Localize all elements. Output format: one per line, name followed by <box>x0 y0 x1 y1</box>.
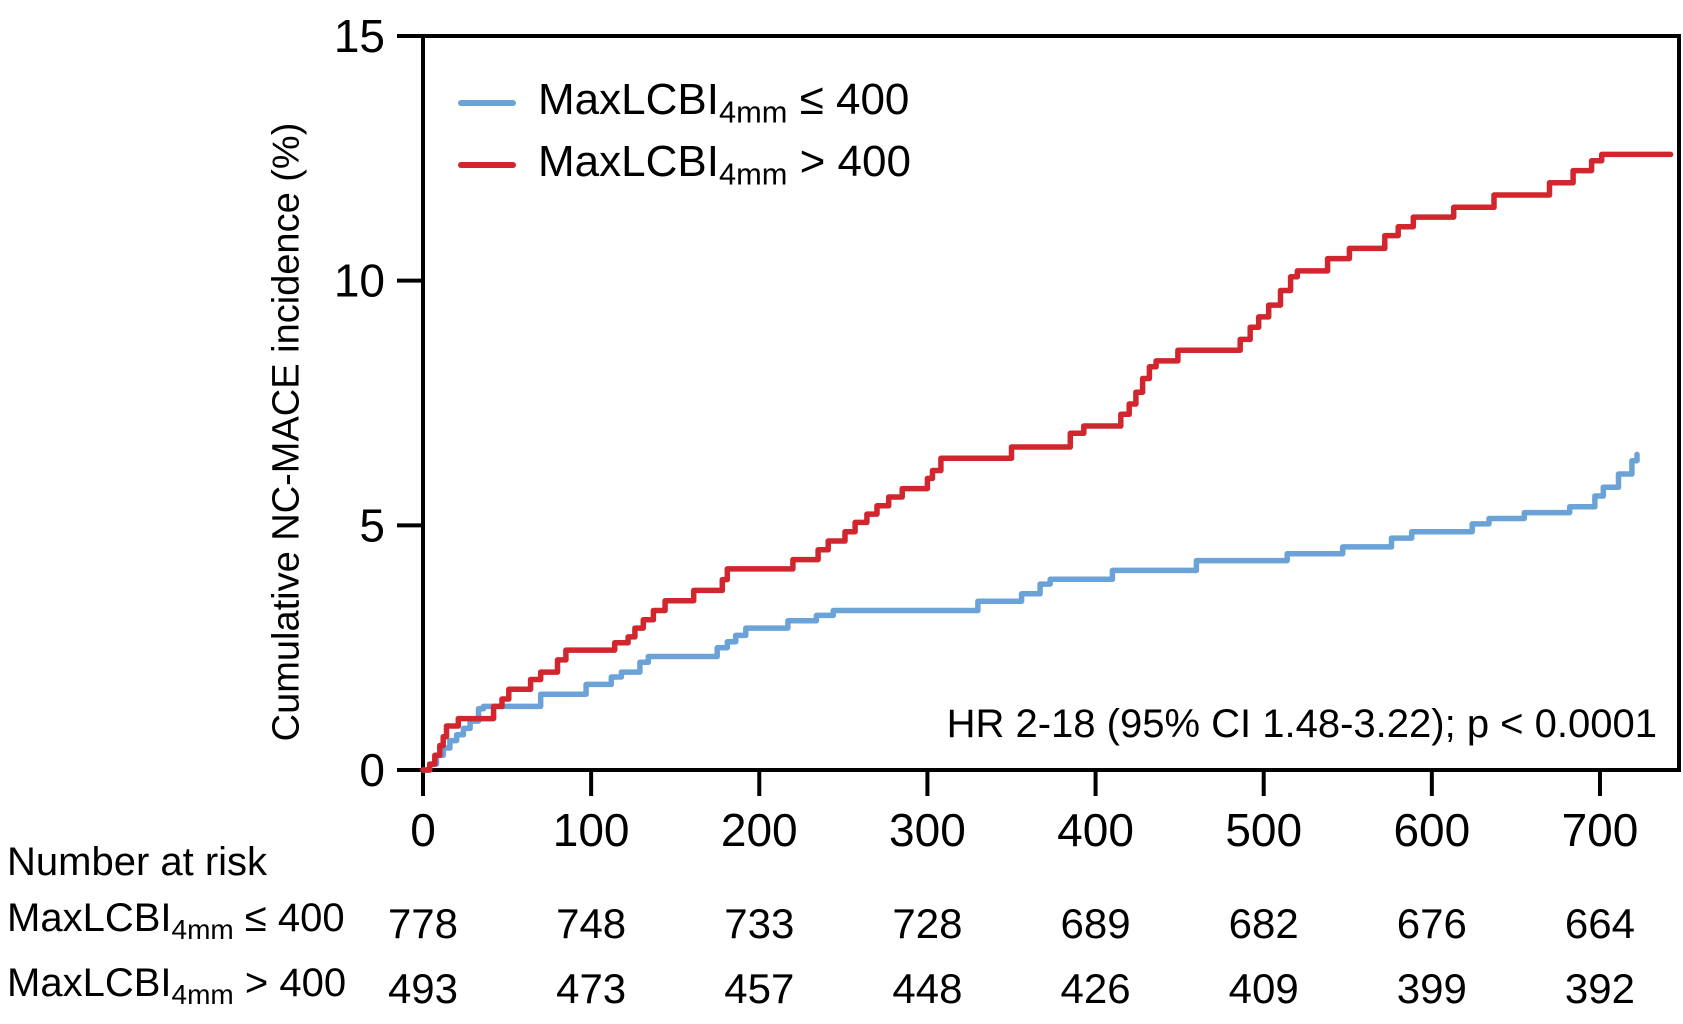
series-curve-0 <box>420 451 1640 773</box>
risk-value: 399 <box>1397 965 1467 1012</box>
risk-value: 682 <box>1229 900 1299 947</box>
risk-value: 392 <box>1565 965 1635 1012</box>
risk-value: 664 <box>1565 900 1635 947</box>
risk-label-rest: > 400 <box>233 961 347 1005</box>
legend: MaxLCBI4mm ≤ 400 MaxLCBI4mm > 400 <box>458 72 911 196</box>
legend-label-main: MaxLCBI <box>538 75 719 125</box>
risk-value: 473 <box>556 965 626 1012</box>
risk-label-subscript: 4mm <box>171 913 234 945</box>
x-tick-label: 200 <box>721 804 798 856</box>
legend-item-le-400: MaxLCBI4mm ≤ 400 <box>458 72 911 134</box>
legend-label-rest: ≤ 400 <box>787 75 910 125</box>
legend-swatch-gt-400 <box>458 162 516 168</box>
hazard-ratio-annotation: HR 2-18 (95% CI 1.48-3.22); p < 0.0001 <box>946 702 1657 746</box>
risk-table-title: Number at risk <box>7 840 268 884</box>
legend-label-le-400: MaxLCBI4mm ≤ 400 <box>538 75 909 131</box>
x-tick-label: 400 <box>1057 804 1134 856</box>
y-tick-label: 5 <box>359 499 385 551</box>
risk-label-subscript: 4mm <box>171 978 234 1010</box>
x-tick-label: 500 <box>1225 804 1302 856</box>
risk-row-label-le-400: MaxLCBI4mm ≤ 400 <box>7 896 345 946</box>
risk-value: 728 <box>892 900 962 947</box>
risk-value: 748 <box>556 900 626 947</box>
risk-value: 493 <box>388 965 458 1012</box>
series-curve-1 <box>420 151 1674 773</box>
x-tick-label: 100 <box>553 804 630 856</box>
x-tick-label: 600 <box>1393 804 1470 856</box>
risk-value: 778 <box>388 900 458 947</box>
legend-label-gt-400: MaxLCBI4mm > 400 <box>538 137 911 193</box>
legend-label-subscript: 4mm <box>718 94 788 130</box>
legend-item-gt-400: MaxLCBI4mm > 400 <box>458 134 911 196</box>
x-tick-label: 300 <box>889 804 966 856</box>
risk-value: 676 <box>1397 900 1467 947</box>
risk-value: 457 <box>724 965 794 1012</box>
risk-value: 689 <box>1061 900 1131 947</box>
risk-row-label-gt-400: MaxLCBI4mm > 400 <box>7 961 346 1011</box>
risk-label-rest: ≤ 400 <box>233 896 345 940</box>
x-tick-label: 0 <box>410 804 436 856</box>
legend-swatch-le-400 <box>458 100 516 106</box>
risk-label-main: MaxLCBI <box>7 896 172 940</box>
risk-value: 448 <box>892 965 962 1012</box>
y-tick-label: 0 <box>359 744 385 796</box>
risk-label-main: MaxLCBI <box>7 961 172 1005</box>
legend-label-subscript: 4mm <box>718 156 788 192</box>
y-tick-label: 15 <box>334 10 385 62</box>
risk-value: 409 <box>1229 965 1299 1012</box>
legend-label-main: MaxLCBI <box>538 137 719 187</box>
risk-value: 426 <box>1061 965 1131 1012</box>
risk-value: 733 <box>724 900 794 947</box>
plot-frame <box>421 34 1681 772</box>
legend-label-rest: > 400 <box>787 137 911 187</box>
y-tick-label: 10 <box>334 255 385 307</box>
x-tick-label: 700 <box>1562 804 1639 856</box>
y-axis-title: Cumulative NC-MACE incidence (%) <box>265 122 308 742</box>
